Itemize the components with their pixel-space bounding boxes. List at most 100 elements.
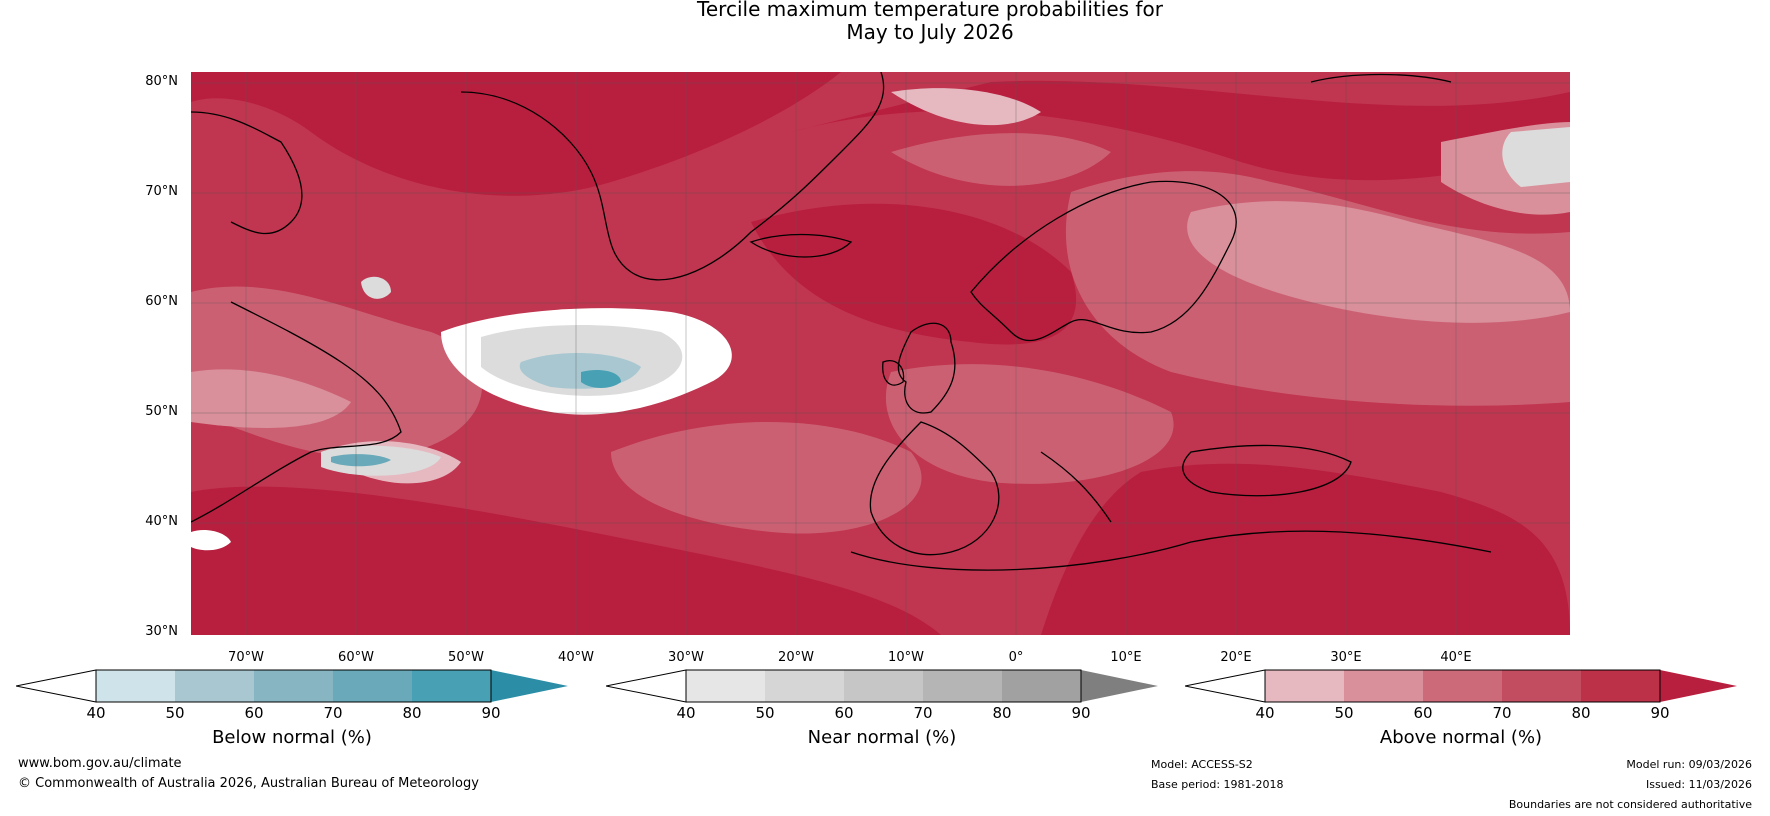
footer-issued: Issued: 11/03/2026 [1645, 778, 1752, 791]
region-near-normal-white [191, 530, 231, 551]
colorbar-above-outline [1264, 669, 1661, 703]
lat-label-60n: 60°N [145, 294, 178, 309]
lon-label-30w: 30°W [668, 650, 704, 665]
colorbar-near-swatch [765, 670, 844, 702]
region-above-mid [885, 364, 1174, 484]
colorbar-near-swatch [686, 670, 765, 702]
region-near-normal [1502, 127, 1570, 187]
map-canvas [191, 72, 1570, 635]
tick-label: 50 [1334, 704, 1354, 722]
colorbar-above-arrow-left [1185, 669, 1266, 703]
coastlines [191, 72, 1492, 571]
coastline-baffin [191, 111, 303, 235]
tick-label: 90 [481, 704, 501, 722]
lat-label-40n: 40°N [145, 514, 178, 529]
coastline-scandinavia [970, 180, 1237, 342]
coastline-greenland [460, 72, 885, 281]
coastline-africa [850, 530, 1492, 571]
tick-label: 60 [1413, 704, 1433, 722]
lat-label-80n: 80°N [145, 74, 178, 89]
colorbar-below-outline [95, 669, 492, 703]
tick-label: 60 [244, 704, 264, 722]
probability-map [191, 72, 1570, 635]
tick-label: 40 [86, 704, 106, 722]
lon-label-70w: 70°W [228, 650, 264, 665]
tick-label: 80 [402, 704, 422, 722]
coastline-north-america [191, 301, 402, 523]
tick-label: 40 [676, 704, 696, 722]
colorbar-above-swatch [1502, 670, 1581, 702]
region-above-darkest [1041, 463, 1570, 635]
lon-label-50w: 50°W [448, 650, 484, 665]
colorbar-near-arrow-right [1081, 670, 1158, 702]
region-above-light [191, 369, 351, 428]
colorbar-near-swatch [1002, 670, 1081, 702]
coastline-iceland [749, 233, 853, 258]
colorbar-near-normal [606, 669, 1158, 703]
colorbar-above-label: Above normal (%) [1379, 727, 1543, 748]
lon-label-20e: 20°E [1220, 650, 1252, 665]
region-above-darkest [751, 203, 1077, 345]
region-above-darkest [191, 486, 941, 635]
colorbar-near-outline [685, 669, 1082, 703]
lon-label-40w: 40°W [558, 650, 594, 665]
colorbar-below-swatch [254, 670, 333, 702]
footer-base-period: Base period: 1981-2018 [1151, 778, 1284, 791]
tick-label: 90 [1071, 704, 1091, 722]
colorbar-above-normal [1185, 669, 1737, 703]
region-below-normal [331, 454, 391, 467]
footer-model-run: Model run: 09/03/2026 [1626, 758, 1752, 771]
coastline-italy [1040, 451, 1112, 523]
graticule [191, 72, 1570, 635]
coastline-black-sea [1182, 444, 1352, 497]
lon-label-0: 0° [1008, 650, 1024, 665]
tick-label: 80 [1571, 704, 1591, 722]
tick-label: 60 [834, 704, 854, 722]
colorbar-above-swatch [1581, 670, 1660, 702]
tick-label: 70 [913, 704, 933, 722]
tick-label: 70 [323, 704, 343, 722]
colorbar-near-swatch [923, 670, 1002, 702]
footer-model: Model: ACCESS-S2 [1151, 758, 1253, 771]
colorbar-above-swatch [1265, 670, 1344, 702]
lon-label-10w: 10°W [888, 650, 924, 665]
tick-label: 50 [165, 704, 185, 722]
lat-label-70n: 70°N [145, 184, 178, 199]
colorbar-below-swatch [175, 670, 254, 702]
lat-label-50n: 50°N [145, 404, 178, 419]
lon-label-40e: 40°E [1440, 650, 1472, 665]
map-title: Tercile maximum temperature probabilitie… [0, 0, 1770, 44]
region-above-mid [611, 422, 922, 534]
tick-label: 90 [1650, 704, 1670, 722]
footer-disclaimer: Boundaries are not considered authoritat… [1508, 798, 1752, 811]
lon-label-20w: 20°W [778, 650, 814, 665]
tick-label: 50 [755, 704, 775, 722]
map-title-line2: May to July 2026 [846, 20, 1014, 44]
colorbar-below-arrow-right [491, 670, 568, 702]
colorbar-near-swatch [844, 670, 923, 702]
tick-label: 80 [992, 704, 1012, 722]
colorbar-near-arrow-left [606, 669, 687, 703]
lon-label-10e: 10°E [1110, 650, 1142, 665]
colorbar-above-arrow-right [1660, 670, 1737, 702]
colorbar-below-swatch [333, 670, 412, 702]
tick-label: 40 [1255, 704, 1275, 722]
colorbar-near-label: Near normal (%) [807, 727, 957, 748]
coastline-great-britain [897, 322, 956, 414]
colorbar-above-swatch [1344, 670, 1423, 702]
colorbar-below-swatch [412, 670, 491, 702]
colorbar-below-arrow-left [16, 669, 97, 703]
colorbar-below-label: Below normal (%) [212, 727, 372, 748]
coastline-svalbard [1310, 73, 1452, 83]
colorbar-above-swatch [1423, 670, 1502, 702]
region-above-lightest [891, 88, 1041, 126]
footer-url[interactable]: www.bom.gov.au/climate [18, 756, 182, 771]
colorbar-below-normal [16, 669, 568, 703]
coastline-ireland [882, 360, 905, 386]
region-above-mid [891, 133, 1111, 186]
coastline-iberia [869, 421, 1000, 556]
footer-copyright: © Commonwealth of Australia 2026, Austra… [18, 776, 479, 791]
region-above-light [1187, 201, 1570, 323]
lon-label-30e: 30°E [1330, 650, 1362, 665]
lon-label-60w: 60°W [338, 650, 374, 665]
